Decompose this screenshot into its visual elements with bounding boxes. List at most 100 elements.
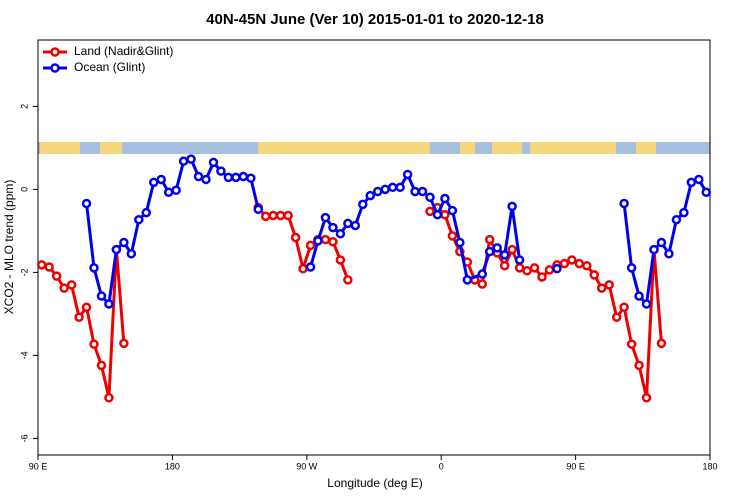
series-marker bbox=[335, 229, 346, 239]
series-line bbox=[309, 171, 522, 282]
series-marker bbox=[604, 280, 614, 290]
series-marker bbox=[365, 190, 376, 201]
series-marker bbox=[432, 209, 443, 220]
series-marker bbox=[305, 262, 316, 272]
series-marker bbox=[119, 338, 129, 349]
series-marker bbox=[701, 187, 712, 198]
series-marker bbox=[574, 258, 585, 269]
series-marker bbox=[96, 291, 107, 301]
y-tick-label: -6 bbox=[19, 434, 29, 442]
series-marker bbox=[372, 186, 383, 197]
series-marker bbox=[119, 237, 129, 248]
strip-land bbox=[530, 142, 616, 154]
land-ocean-strip bbox=[38, 142, 710, 154]
series-marker bbox=[589, 270, 600, 280]
legend-marker bbox=[50, 63, 60, 73]
series-marker bbox=[477, 279, 488, 289]
series-marker bbox=[499, 261, 510, 271]
series-marker bbox=[305, 240, 316, 251]
series-marker bbox=[395, 182, 405, 193]
series-marker bbox=[686, 177, 697, 188]
series-marker bbox=[163, 187, 174, 198]
series-marker bbox=[298, 263, 308, 274]
series-marker bbox=[201, 174, 211, 185]
series-marker bbox=[514, 255, 525, 265]
series-marker bbox=[290, 232, 301, 243]
chart-title: 40N-45N June (Ver 10) 2015-01-01 to 2020… bbox=[206, 11, 544, 28]
legend-label: Land (Nadir&Glint) bbox=[74, 44, 173, 58]
y-axis-label: XCO2 - MLO trend (ppm) bbox=[2, 180, 16, 315]
legend-marker bbox=[50, 47, 60, 57]
strip-land bbox=[492, 142, 522, 154]
series-marker bbox=[552, 263, 562, 274]
series-marker bbox=[447, 231, 458, 241]
plot-frame bbox=[37, 39, 711, 456]
series-marker bbox=[514, 263, 525, 273]
series-marker bbox=[260, 211, 271, 222]
series-marker bbox=[626, 339, 637, 349]
series-marker bbox=[387, 182, 398, 193]
series-marker bbox=[641, 392, 652, 403]
series-marker bbox=[544, 265, 555, 275]
series-marker bbox=[611, 312, 622, 322]
strip-land bbox=[258, 142, 430, 154]
x-tick-label: 0 bbox=[439, 461, 444, 471]
series-marker bbox=[619, 302, 629, 313]
series-marker bbox=[178, 156, 189, 166]
series-marker bbox=[440, 209, 450, 220]
y-tick-label: 0 bbox=[19, 187, 29, 192]
series-marker bbox=[343, 275, 353, 285]
series-marker bbox=[559, 258, 570, 269]
series-line bbox=[85, 157, 260, 308]
series-marker bbox=[343, 218, 353, 229]
series-marker bbox=[619, 198, 629, 209]
series-marker bbox=[320, 212, 331, 223]
series-marker bbox=[492, 243, 502, 253]
x-tick-label: 180 bbox=[702, 461, 717, 471]
series-marker bbox=[126, 248, 137, 259]
series-marker bbox=[671, 214, 682, 225]
series-marker bbox=[193, 171, 204, 182]
series-marker bbox=[186, 154, 196, 164]
series-marker bbox=[425, 206, 435, 217]
series-marker bbox=[484, 234, 495, 245]
series-marker bbox=[111, 244, 122, 255]
series-marker bbox=[313, 236, 323, 246]
series-marker bbox=[417, 186, 428, 197]
series-marker bbox=[44, 262, 54, 272]
x-tick-label: 180 bbox=[165, 461, 180, 471]
x-tick-label: 90 W bbox=[296, 461, 318, 471]
series-marker bbox=[567, 255, 577, 265]
series-marker bbox=[134, 214, 144, 225]
series-marker bbox=[231, 172, 241, 183]
series-marker bbox=[36, 260, 47, 270]
series-marker bbox=[328, 236, 338, 247]
series-marker bbox=[626, 263, 637, 273]
series-marker bbox=[66, 280, 77, 290]
series-marker bbox=[507, 244, 517, 255]
series-marker bbox=[238, 171, 249, 182]
series-marker bbox=[634, 291, 644, 301]
series-marker bbox=[402, 169, 413, 180]
series-marker bbox=[477, 269, 488, 279]
x-axis-label: Longitude (deg E) bbox=[327, 476, 422, 490]
series-marker bbox=[537, 272, 547, 282]
series-marker bbox=[582, 261, 592, 271]
series-marker bbox=[634, 360, 644, 371]
series-marker bbox=[89, 339, 99, 349]
y-tick-label: -4 bbox=[19, 351, 29, 359]
series-marker bbox=[283, 210, 293, 221]
strip-land bbox=[40, 142, 80, 154]
series-marker bbox=[522, 265, 532, 276]
series-marker bbox=[664, 248, 674, 259]
series-marker bbox=[156, 174, 166, 185]
series-marker bbox=[81, 302, 92, 313]
series-marker bbox=[380, 184, 390, 195]
series-marker bbox=[275, 210, 286, 221]
series-marker bbox=[171, 185, 181, 195]
series-marker bbox=[96, 360, 107, 371]
strip-land bbox=[636, 142, 656, 154]
series-marker bbox=[350, 220, 361, 231]
